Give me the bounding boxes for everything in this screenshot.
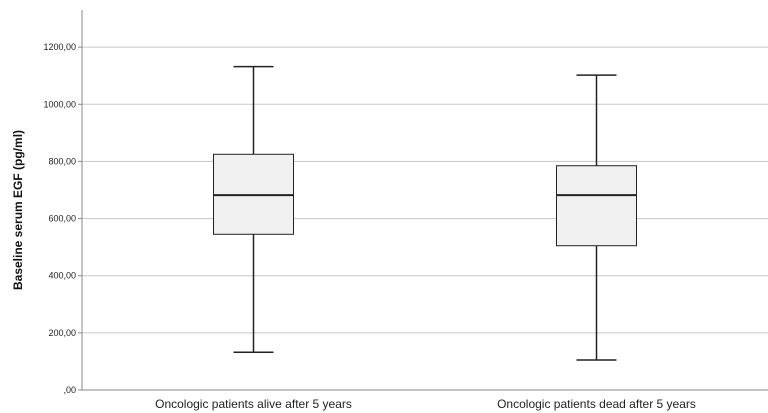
category-label: Oncologic patients dead after 5 years: [497, 397, 696, 411]
axes: [81, 10, 768, 391]
y-tick-label: 800,00: [48, 156, 76, 166]
category-labels: Oncologic patients alive after 5 years On…: [155, 397, 696, 411]
grid-lines: [82, 46, 768, 334]
y-tick-label: 1200,00: [43, 42, 76, 52]
box-group: [556, 74, 637, 361]
y-tick-label: 200,00: [48, 328, 76, 338]
y-axis-title: Baseline serum EGF (pg/ml): [11, 130, 25, 290]
y-tick-label: 1000,00: [43, 99, 76, 109]
iqr-box: [556, 165, 637, 247]
y-tick-labels: ,00 200,00 400,00 600,00 800,00 1000,00 1200,0…: [43, 42, 82, 395]
y-tick-label: 600,00: [48, 214, 76, 224]
y-tick-label: ,00: [63, 385, 76, 395]
box-group: [213, 65, 294, 354]
y-tick-label: 400,00: [48, 271, 76, 281]
boxes: [213, 65, 637, 361]
category-label: Oncologic patients alive after 5 years: [155, 397, 352, 411]
